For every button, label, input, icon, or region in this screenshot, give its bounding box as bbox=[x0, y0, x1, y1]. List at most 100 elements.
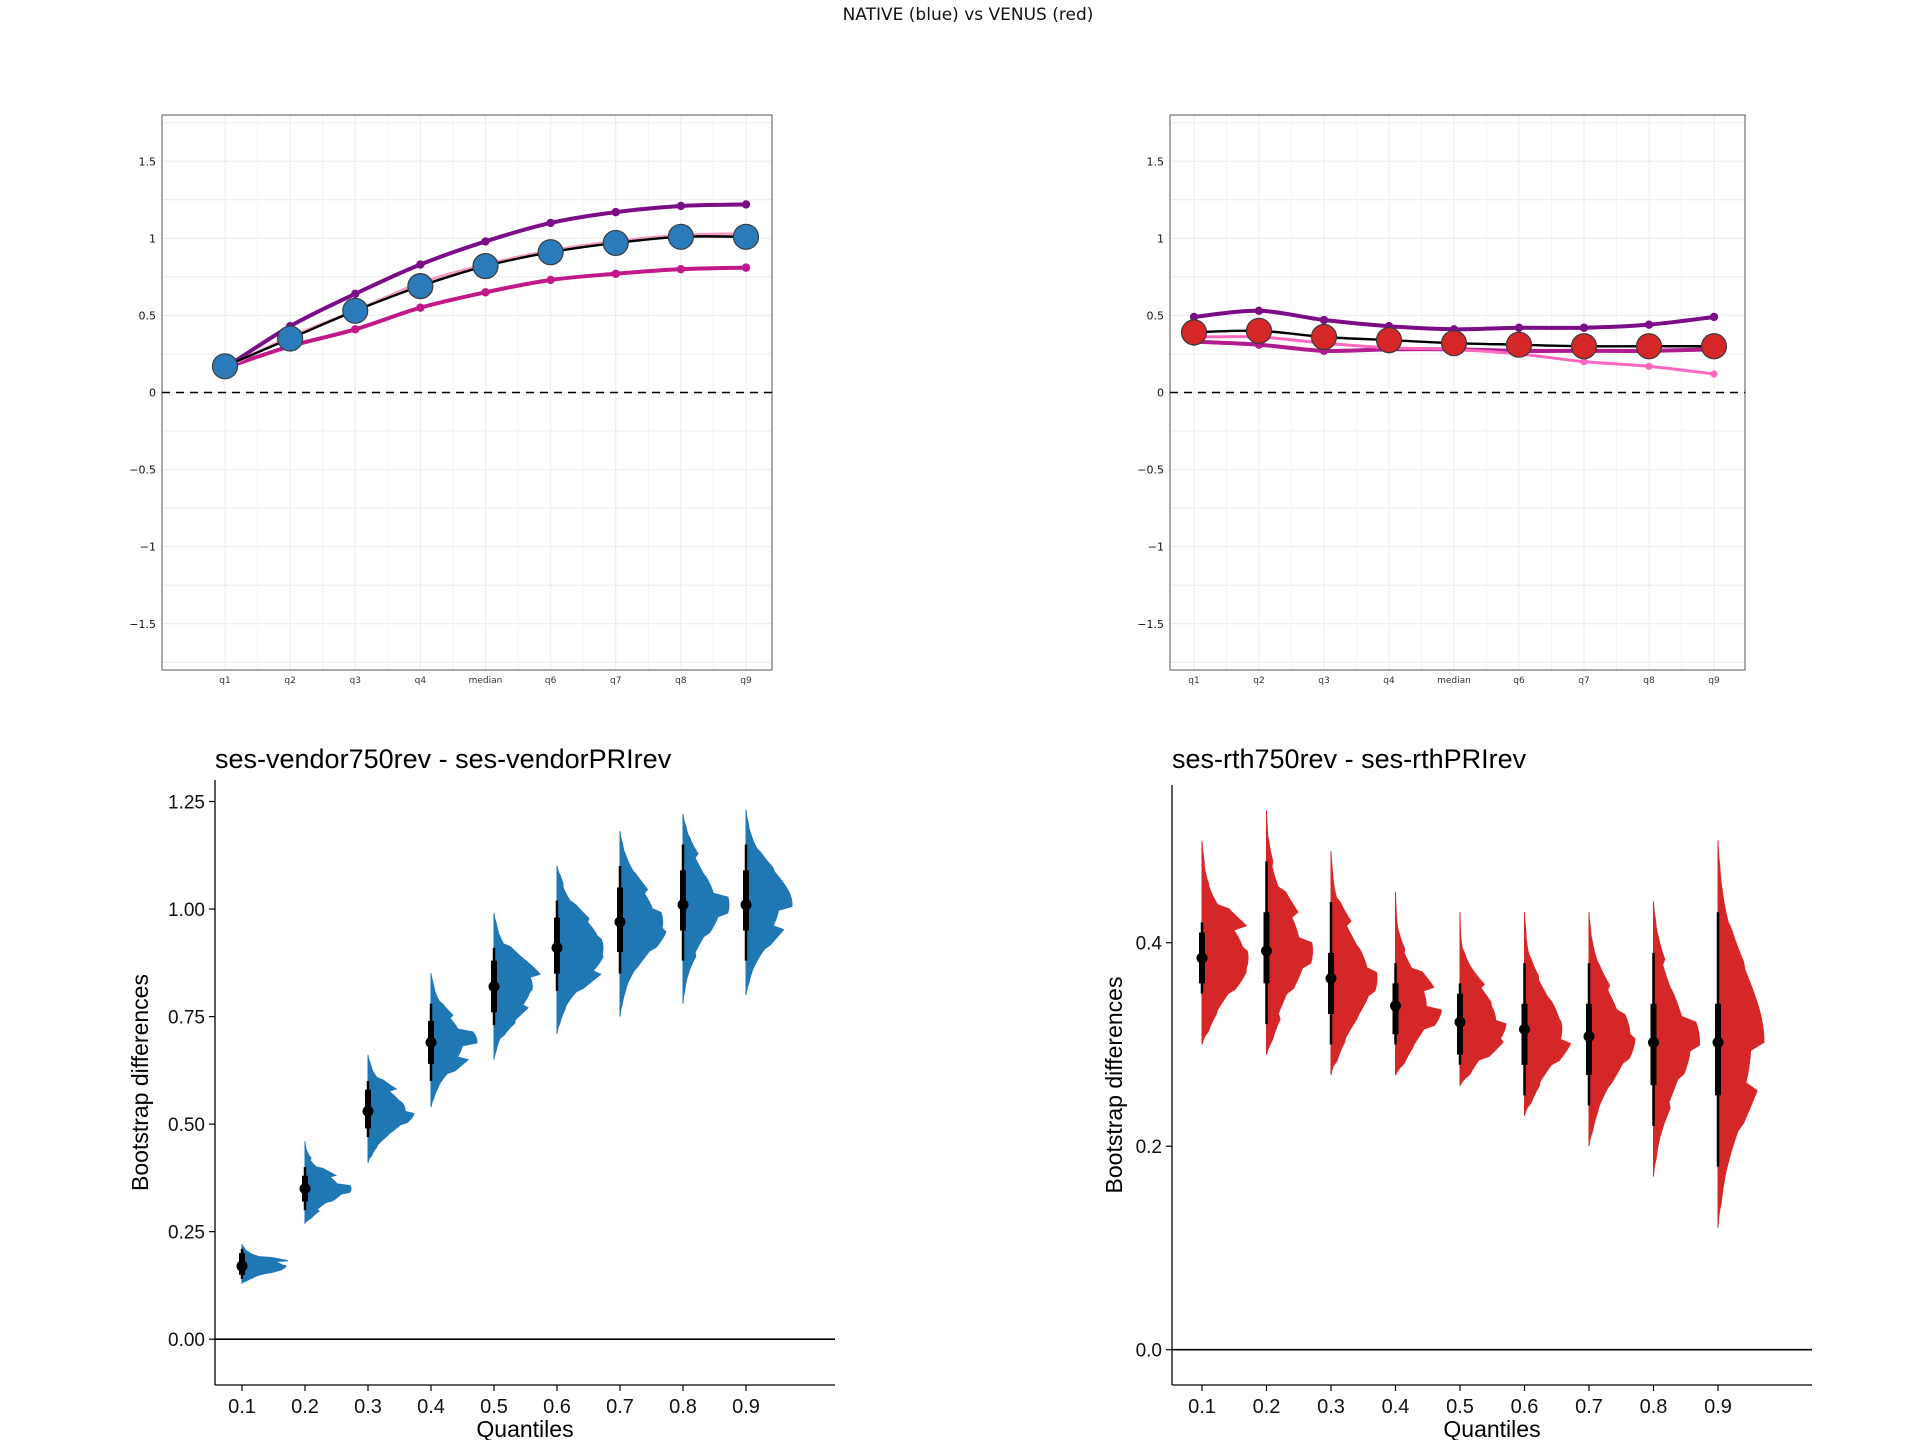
estimate-point bbox=[1325, 972, 1337, 984]
x-tick-label: q4 bbox=[1383, 676, 1395, 686]
estimate-marker bbox=[211, 353, 239, 380]
estimate-point bbox=[1196, 952, 1208, 964]
series-point-lower_ci bbox=[611, 269, 620, 278]
y-tick-label: 1.25 bbox=[168, 793, 205, 814]
x-tick-label: 0.5 bbox=[480, 1396, 508, 1418]
estimate-point bbox=[677, 899, 689, 911]
estimate-point bbox=[551, 942, 563, 954]
x-tick-label: 0.1 bbox=[228, 1396, 256, 1418]
x-tick-label: median bbox=[469, 676, 503, 686]
estimate-marker bbox=[1375, 326, 1403, 354]
y-tick-label: −1.5 bbox=[1137, 618, 1164, 631]
x-tick-label: q6 bbox=[545, 676, 557, 686]
y-tick-label: 0.4 bbox=[1136, 934, 1163, 955]
estimate-point bbox=[614, 916, 626, 928]
estimate-point bbox=[299, 1183, 311, 1195]
y-tick-label: −1 bbox=[140, 541, 156, 554]
x-tick-label: 0.3 bbox=[354, 1396, 382, 1418]
estimate-marker bbox=[602, 229, 629, 257]
series-point-light_pink bbox=[1580, 358, 1588, 366]
figure-suptitle: NATIVE (blue) vs VENUS (red) bbox=[843, 5, 1094, 25]
y-tick-label: 0.2 bbox=[1136, 1137, 1162, 1158]
estimate-marker bbox=[537, 239, 564, 266]
violin-shape bbox=[1459, 912, 1507, 1087]
x-tick-label: q1 bbox=[1188, 676, 1199, 686]
series-point-lower_ci bbox=[741, 263, 751, 272]
y-tick-label: 0.00 bbox=[168, 1330, 205, 1351]
x-tick-label: q4 bbox=[415, 676, 427, 686]
violin-shape bbox=[556, 865, 604, 1034]
panel-title: ses-vendor750rev - ses-vendorPRIrev bbox=[215, 744, 672, 774]
x-tick-label: q8 bbox=[1643, 676, 1655, 686]
estimate-marker bbox=[342, 297, 369, 324]
x-tick-label: 0.7 bbox=[606, 1396, 634, 1418]
x-tick-label: q8 bbox=[675, 676, 687, 686]
x-tick-label: 0.9 bbox=[1704, 1396, 1732, 1418]
estimate-point bbox=[1648, 1036, 1659, 1048]
violin-shape bbox=[1330, 851, 1378, 1076]
y-tick-label: −1.5 bbox=[129, 618, 156, 631]
x-tick-label: q9 bbox=[740, 676, 752, 686]
x-tick-label: median bbox=[1437, 676, 1471, 686]
line-panel-top-left: 1.5 1 0.5 0 −0.5 −1 −1.5 q1 q2 q3 q4 median q6 q7 q8 q9 bbox=[129, 114, 773, 686]
x-tick-label: 0.8 bbox=[669, 1396, 697, 1418]
x-tick-label: 0.3 bbox=[1317, 1396, 1345, 1418]
y-tick-label: 0.25 bbox=[168, 1223, 205, 1244]
x-tick-label: q3 bbox=[350, 676, 361, 686]
x-tick-label: 0.6 bbox=[543, 1396, 571, 1418]
x-tick-label: 0.2 bbox=[291, 1396, 319, 1418]
y-tick-label: 1.5 bbox=[139, 155, 157, 168]
series-point-lower_ci bbox=[481, 288, 490, 297]
x-tick-label: q6 bbox=[1513, 676, 1525, 686]
y-tick-label: 0 bbox=[1157, 387, 1164, 400]
estimate-marker bbox=[277, 325, 304, 352]
estimate-point bbox=[1519, 1023, 1530, 1035]
estimate-marker bbox=[1440, 330, 1468, 357]
estimate-point bbox=[236, 1260, 248, 1272]
estimate-marker bbox=[1245, 317, 1273, 344]
violin-shape bbox=[1395, 891, 1443, 1076]
violin-shape bbox=[430, 973, 478, 1108]
series-point-lower_ci bbox=[676, 264, 686, 274]
x-tick-label: 0.7 bbox=[1575, 1396, 1603, 1418]
estimate-marker bbox=[1635, 333, 1663, 360]
series-point-upper bbox=[416, 260, 425, 269]
estimate-point bbox=[1261, 945, 1272, 957]
estimate-point bbox=[1712, 1036, 1724, 1048]
estimate-point bbox=[1390, 1000, 1401, 1012]
violin-shape bbox=[367, 1055, 415, 1163]
y-tick-label: 0 bbox=[149, 387, 156, 400]
violin-panel-bottom-right: ses-rth750rev - ses-rthPRIrev 0.0 0.2 0.4 0.… bbox=[1101, 744, 1812, 1440]
y-axis-title: Bootstrap differences bbox=[1101, 977, 1127, 1194]
series-point-upper bbox=[611, 207, 620, 217]
series-point-lower_ci bbox=[351, 325, 360, 334]
y-tick-label: −1 bbox=[1148, 541, 1164, 554]
violin-shape bbox=[745, 810, 793, 996]
series-point-upper bbox=[1579, 323, 1589, 332]
estimate-marker bbox=[1700, 333, 1728, 360]
series-point-upper bbox=[1644, 320, 1654, 329]
estimate-point bbox=[1583, 1030, 1595, 1042]
x-tick-label: q1 bbox=[219, 676, 230, 686]
x-tick-label: q7 bbox=[610, 676, 621, 686]
violin-shape bbox=[1717, 840, 1765, 1228]
y-tick-label: 0.0 bbox=[1136, 1341, 1162, 1362]
series-point-light_pink bbox=[1710, 370, 1718, 378]
series-point-upper bbox=[546, 218, 555, 228]
x-tick-label: 0.5 bbox=[1446, 1396, 1474, 1418]
violin-shape bbox=[1201, 840, 1249, 1045]
estimate-marker bbox=[472, 252, 499, 280]
estimate-point bbox=[425, 1036, 437, 1048]
y-tick-label: −0.5 bbox=[1137, 464, 1164, 477]
estimate-point bbox=[362, 1105, 374, 1117]
x-tick-label: 0.6 bbox=[1511, 1396, 1539, 1418]
violin-shape bbox=[241, 1244, 289, 1285]
x-tick-label: q2 bbox=[1253, 676, 1264, 686]
series-point-upper bbox=[676, 201, 686, 211]
x-tick-label: q2 bbox=[284, 676, 295, 686]
series-point-lower_ci bbox=[416, 303, 425, 312]
violin-shape bbox=[619, 831, 667, 1017]
series-point-upper bbox=[351, 289, 360, 299]
x-axis-title: Quantiles bbox=[476, 1416, 573, 1440]
